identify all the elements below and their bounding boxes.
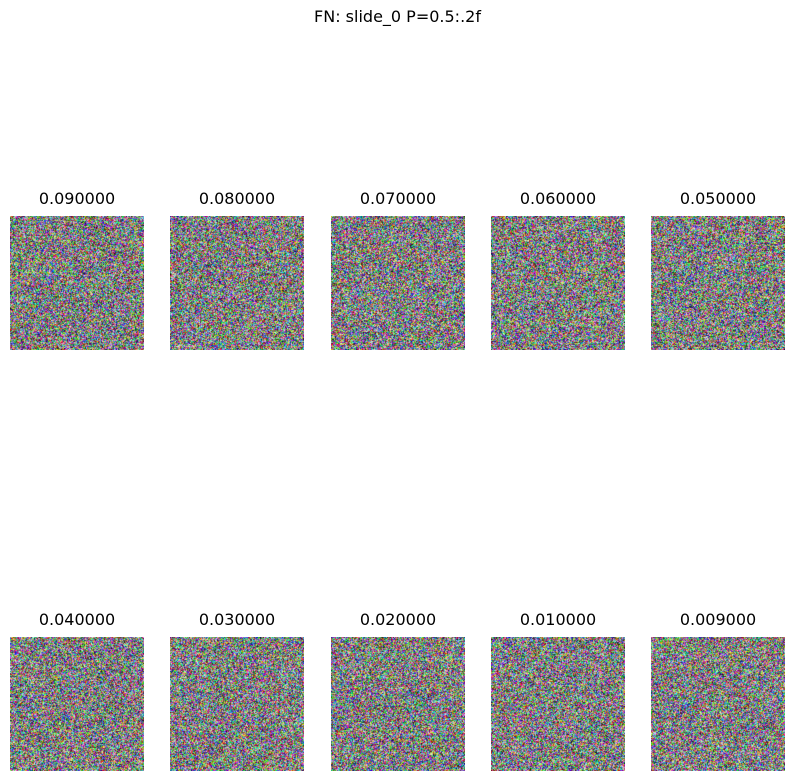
noise-image: [331, 637, 465, 771]
panel-title: 0.090000: [0, 189, 164, 209]
panel-title: 0.020000: [311, 610, 485, 630]
panel-title: 0.009000: [631, 610, 795, 630]
noise-image: [170, 637, 304, 771]
noise-image: [331, 216, 465, 350]
panel-title: 0.070000: [311, 189, 485, 209]
panel-title: 0.050000: [631, 189, 795, 209]
figure-title: FN: slide_0 P=0.5:.2f: [0, 7, 795, 27]
panel-title: 0.080000: [150, 189, 324, 209]
noise-image: [651, 637, 785, 771]
panel-title: 0.040000: [0, 610, 164, 630]
noise-image: [651, 216, 785, 350]
noise-image: [10, 637, 144, 771]
noise-image: [10, 216, 144, 350]
panel-title: 0.010000: [471, 610, 645, 630]
noise-image: [491, 637, 625, 771]
panel-title: 0.030000: [150, 610, 324, 630]
noise-image: [170, 216, 304, 350]
noise-image: [491, 216, 625, 350]
panel-title: 0.060000: [471, 189, 645, 209]
